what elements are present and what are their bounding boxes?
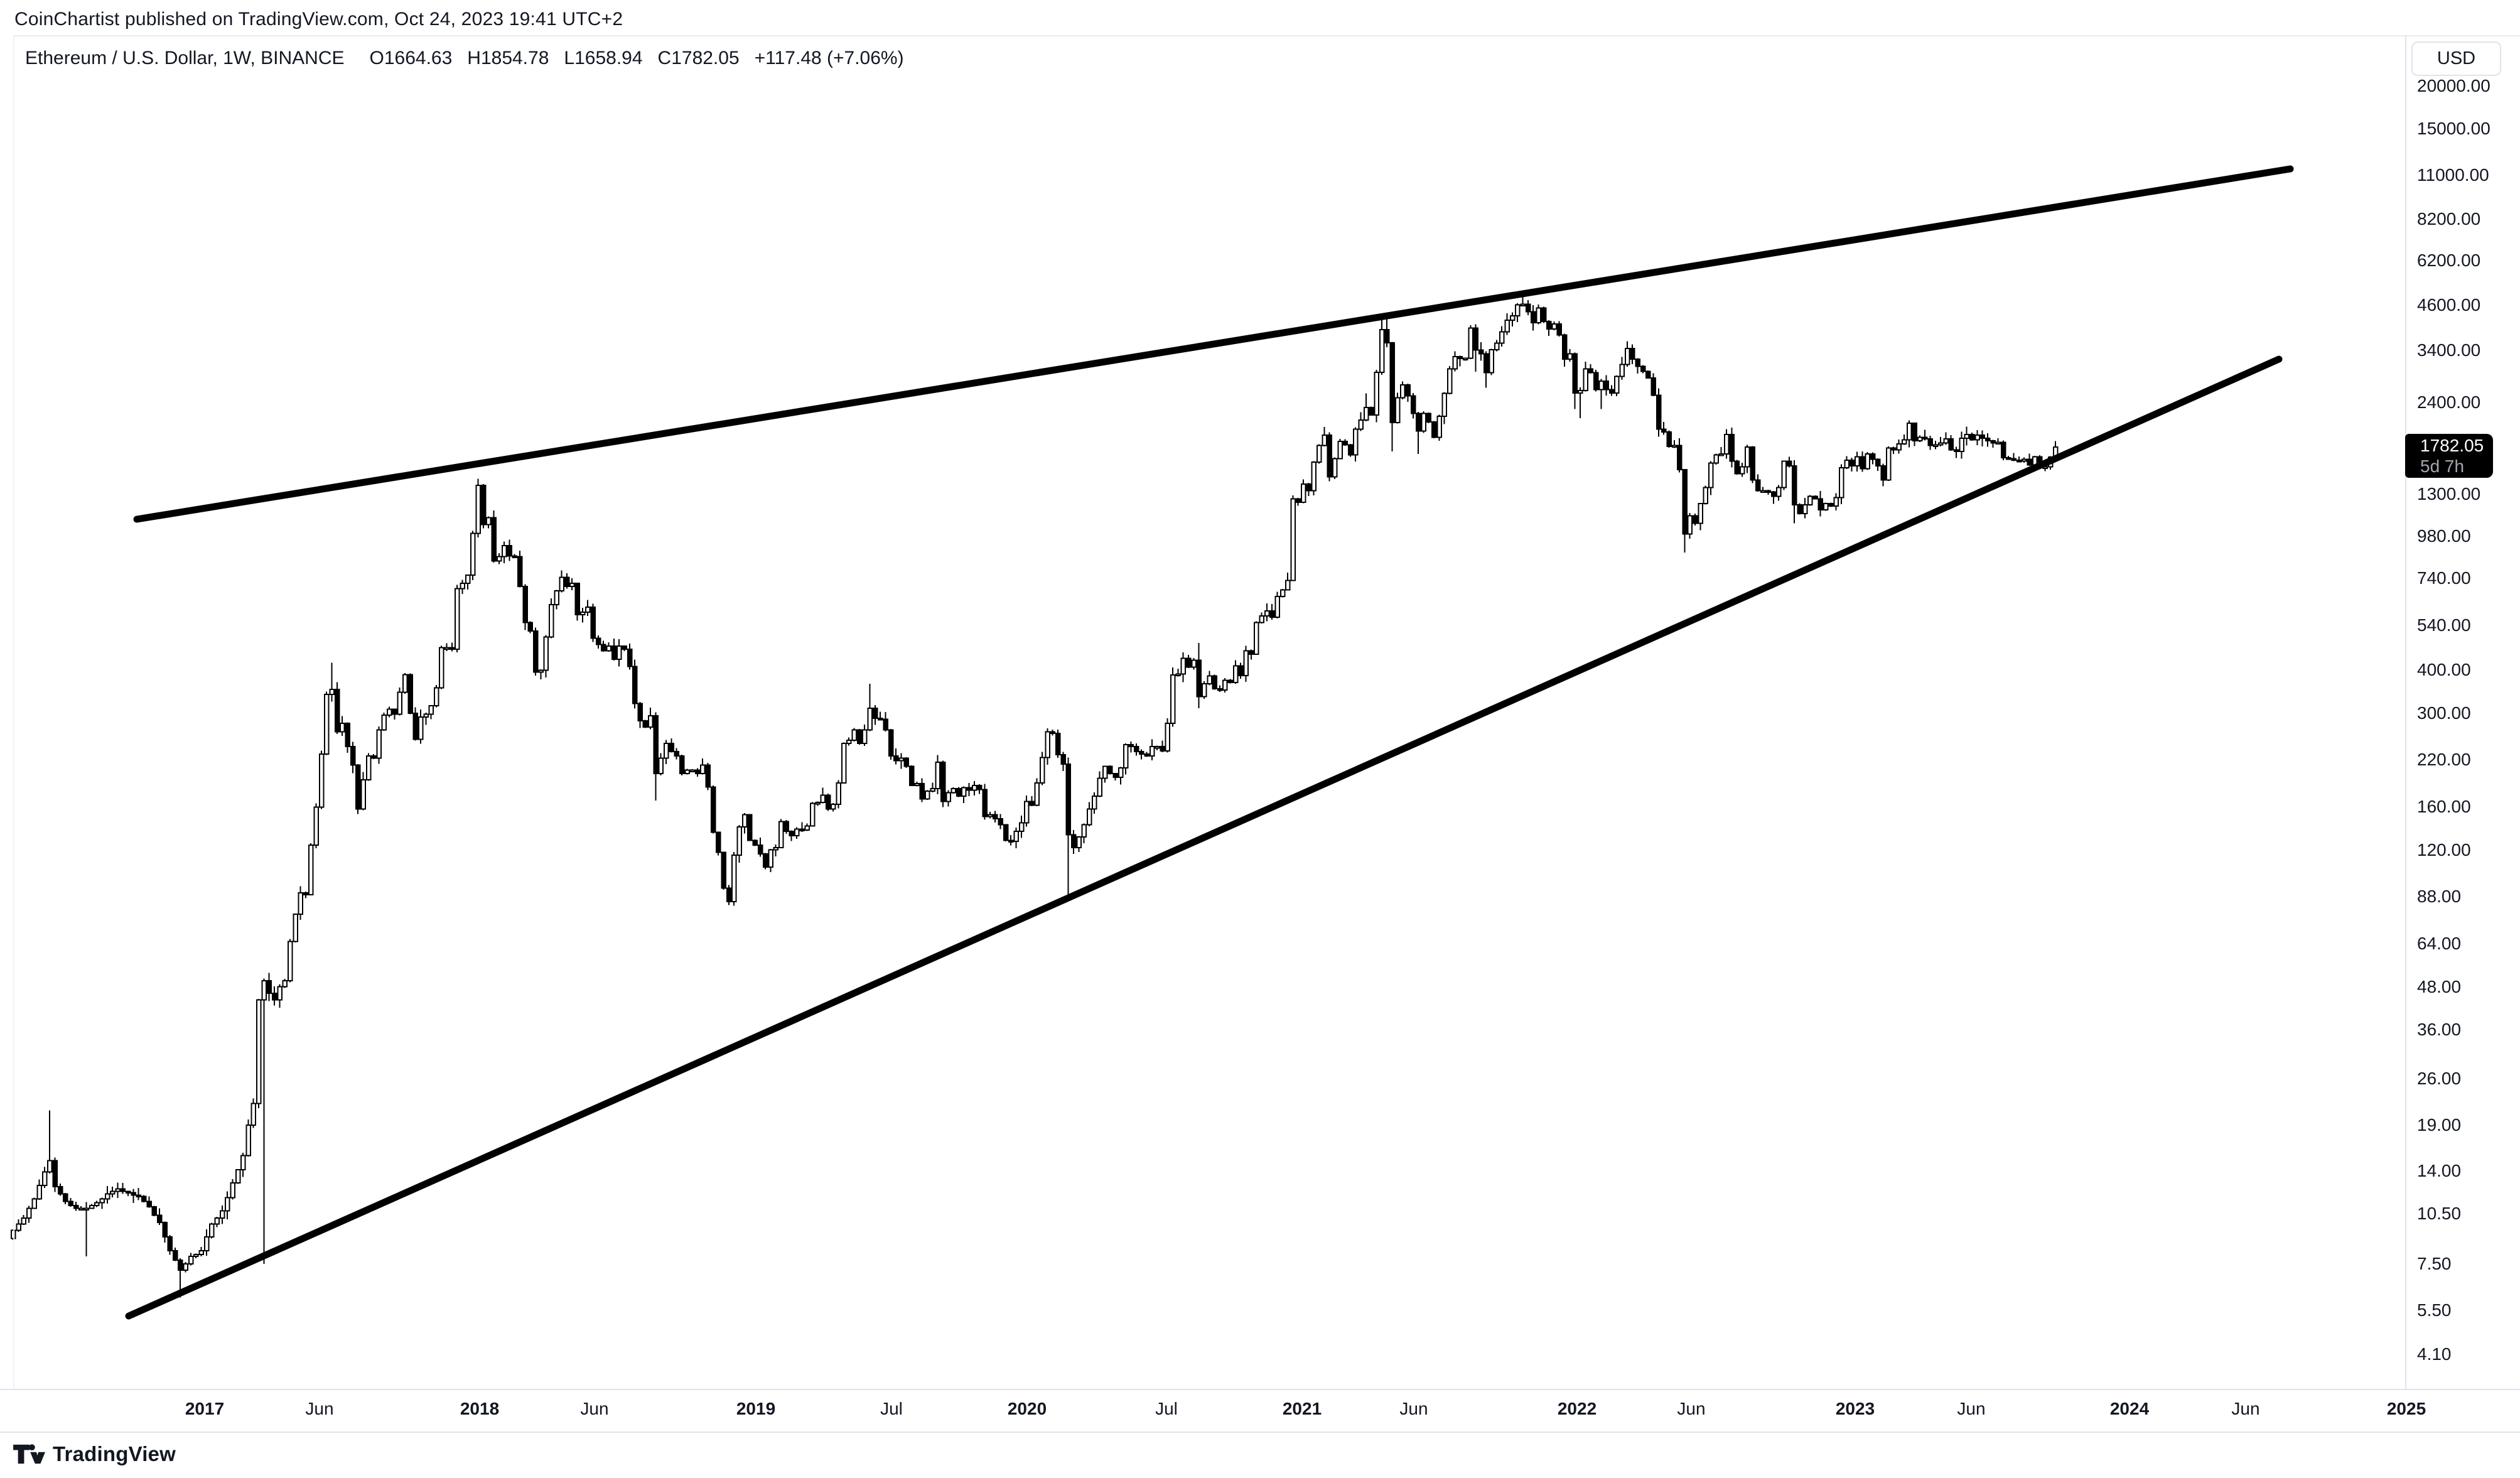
candlestick-series xyxy=(11,296,2059,1298)
time-tick-year: 2020 xyxy=(1007,1399,1047,1418)
price-tick-label: 740.00 xyxy=(2417,568,2471,588)
price-tick-label: 980.00 xyxy=(2417,526,2471,546)
price-tick-label: 64.00 xyxy=(2417,934,2462,954)
last-price-value: 1782.05 xyxy=(2420,435,2484,455)
time-tick-year: 2021 xyxy=(1282,1399,1322,1418)
time-tick-month: Jun xyxy=(580,1399,609,1418)
price-tick-label: 300.00 xyxy=(2417,703,2471,723)
price-tick-label: 19.00 xyxy=(2417,1115,2462,1135)
price-tick-label: 10.50 xyxy=(2417,1204,2462,1224)
ohlc-close: C1782.05 xyxy=(657,48,740,68)
time-tick-year: 2025 xyxy=(2386,1399,2426,1418)
trendline-upper-resistance[interactable] xyxy=(133,165,2294,523)
tradingview-logo-icon xyxy=(13,1444,45,1464)
time-tick-month: Jun xyxy=(305,1399,334,1418)
time-tick-year: 2018 xyxy=(460,1399,500,1418)
price-tick-label: 4.10 xyxy=(2417,1344,2452,1364)
price-tick-label: 220.00 xyxy=(2417,749,2471,769)
currency-button[interactable]: USD xyxy=(2411,41,2501,76)
time-tick-year: 2017 xyxy=(185,1399,225,1418)
price-tick-label: 7.50 xyxy=(2417,1254,2452,1274)
price-axis[interactable]: USD 20000.00 15000.00 11000.00 8200.00 6200.… xyxy=(2405,35,2520,1389)
symbol-legend: Ethereum / U.S. Dollar, 1W, BINANCE O1664… xyxy=(25,48,904,69)
price-axis-divider xyxy=(2405,35,2406,1389)
price-tick-label: 400.00 xyxy=(2417,660,2471,680)
time-tick-year: 2023 xyxy=(1835,1399,1875,1418)
time-axis-top-divider xyxy=(0,1389,2520,1390)
price-tick-label: 15000.00 xyxy=(2417,119,2490,139)
price-tick-label: 20000.00 xyxy=(2417,75,2490,95)
header-divider xyxy=(13,35,2520,36)
price-tick-label: 2400.00 xyxy=(2417,392,2481,413)
pane-left-border xyxy=(13,35,14,1389)
price-tick-label: 5.50 xyxy=(2417,1300,2452,1320)
attribution-line: CoinChartist published on TradingView.co… xyxy=(14,9,623,30)
price-tick-label: 3400.00 xyxy=(2417,340,2481,360)
time-axis[interactable]: 2017 Jun 2018 Jun 2019 Jul 2020 Jul 2021 Jun 2022 J… xyxy=(0,1390,2520,1432)
price-tick-label: 120.00 xyxy=(2417,839,2471,860)
price-tick-label: 6200.00 xyxy=(2417,251,2481,271)
price-tick-label: 160.00 xyxy=(2417,797,2471,817)
time-tick-month: Jun xyxy=(1957,1399,1986,1418)
price-tick-label: 1300.00 xyxy=(2417,483,2481,504)
bar-close-countdown: 5d 7h xyxy=(2420,456,2465,476)
ohlc-open: O1664.63 xyxy=(369,48,453,68)
price-tick-label: 48.00 xyxy=(2417,976,2462,996)
last-price-badge: 1782.05 5d 7h xyxy=(2405,433,2493,478)
price-change: +117.48 (+7.06%) xyxy=(754,48,904,68)
tradingview-logo[interactable]: TradingView xyxy=(13,1442,176,1467)
tradingview-logo-text: TradingView xyxy=(53,1442,176,1465)
time-tick-month: Jun xyxy=(1677,1399,1706,1418)
price-tick-label: 14.00 xyxy=(2417,1160,2462,1180)
time-tick-month: Jun xyxy=(1399,1399,1428,1418)
time-tick-year: 2019 xyxy=(736,1399,776,1418)
price-tick-label: 36.00 xyxy=(2417,1020,2462,1040)
time-axis-bottom-divider xyxy=(0,1432,2520,1433)
price-tick-label: 88.00 xyxy=(2417,886,2462,906)
time-tick-year: 2024 xyxy=(2109,1399,2150,1418)
price-tick-label: 540.00 xyxy=(2417,615,2471,635)
ohlc-high: H1854.78 xyxy=(467,48,549,68)
price-tick-label: 11000.00 xyxy=(2417,165,2489,185)
time-tick-month: Jul xyxy=(880,1399,903,1418)
ohlc-low: L1658.94 xyxy=(564,48,643,68)
time-tick-year: 2022 xyxy=(1557,1399,1597,1418)
price-tick-label: 26.00 xyxy=(2417,1068,2462,1088)
time-tick-month: Jul xyxy=(1155,1399,1178,1418)
price-tick-label: 4600.00 xyxy=(2417,295,2481,315)
trendline-lower-support[interactable] xyxy=(125,355,2283,1320)
time-tick-month: Jun xyxy=(2231,1399,2260,1418)
symbol-title: Ethereum / U.S. Dollar, 1W, BINANCE xyxy=(25,48,345,68)
price-tick-label: 8200.00 xyxy=(2417,208,2481,229)
